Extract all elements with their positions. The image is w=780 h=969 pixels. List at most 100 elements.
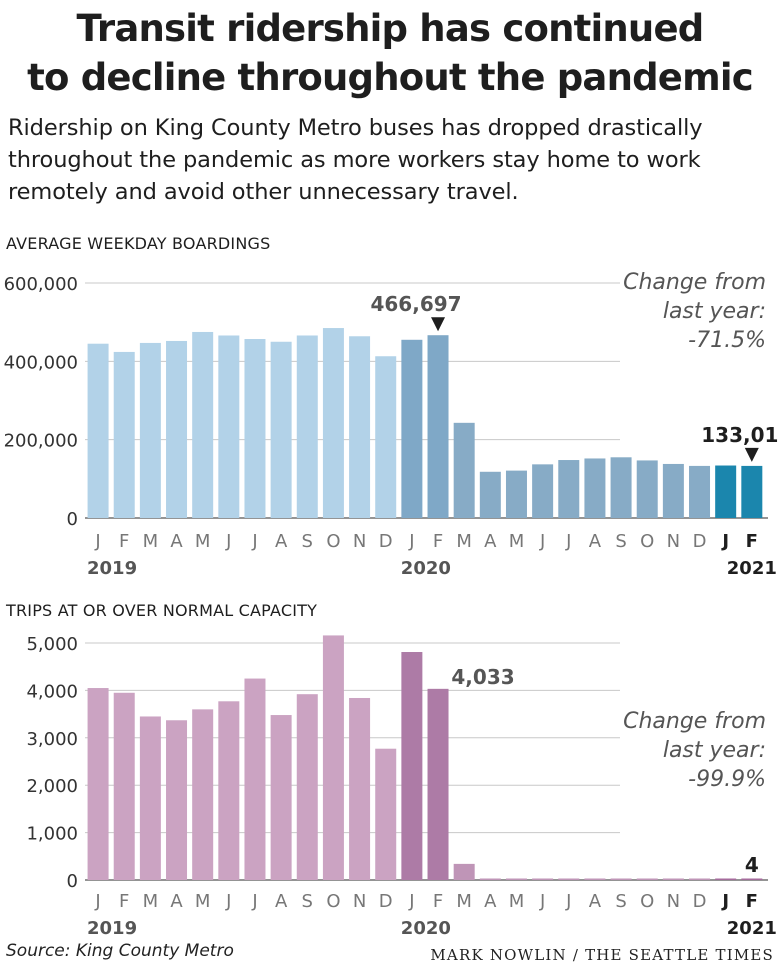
boardings-bar xyxy=(610,457,632,518)
capacity-x-tick-label: N xyxy=(667,891,680,912)
capacity-x-tick-label: S xyxy=(615,891,626,912)
capacity-section-title: TRIPS AT OR OVER NORMAL CAPACITY xyxy=(5,601,317,620)
capacity-bar xyxy=(479,878,501,880)
boardings-x-tick-label: M xyxy=(195,531,211,552)
capacity-bar xyxy=(322,635,344,880)
boardings-callout-label: 466,697 xyxy=(370,292,461,316)
boardings-bar xyxy=(192,331,214,518)
boardings-y-tick-label: 200,000 xyxy=(4,431,78,452)
capacity-x-tick-label: J xyxy=(225,891,231,912)
boardings-bar xyxy=(558,460,580,518)
capacity-x-tick-label: A xyxy=(589,891,602,912)
capacity-bar xyxy=(636,878,658,880)
capacity-bar xyxy=(505,878,527,880)
chart-title: Transit ridership has continued to decli… xyxy=(0,4,780,102)
boardings-bar xyxy=(584,458,606,518)
capacity-x-tick-label: M xyxy=(195,891,211,912)
boardings-bar xyxy=(87,343,109,518)
boardings-x-tick-label: J xyxy=(565,531,571,552)
capacity-x-tick-label: O xyxy=(640,891,654,912)
boardings-bar xyxy=(505,470,527,518)
capacity-year-label: 2021 xyxy=(727,918,777,939)
capacity-callout-label: 4 xyxy=(745,853,759,877)
boardings-bar xyxy=(636,460,658,518)
capacity-y-tick-label: 1,000 xyxy=(26,824,78,845)
boardings-change-note: last year: xyxy=(663,299,766,324)
capacity-change-note: -99.9% xyxy=(688,767,766,792)
capacity-x-tick-label: F xyxy=(119,891,129,912)
boardings-bar xyxy=(270,341,292,518)
source-note: Source: King County Metro xyxy=(6,941,234,961)
capacity-bar xyxy=(375,748,397,880)
capacity-bar xyxy=(139,716,161,880)
capacity-bar xyxy=(192,709,214,880)
capacity-bar xyxy=(218,701,240,880)
boardings-x-tick-label: J xyxy=(251,531,257,552)
capacity-bar xyxy=(113,692,135,880)
boardings-bar xyxy=(427,335,449,518)
boardings-x-tick-label: J xyxy=(408,531,414,552)
boardings-bar xyxy=(689,465,711,518)
boardings-bar xyxy=(401,339,423,518)
capacity-bar xyxy=(558,878,580,880)
boardings-x-tick-label: O xyxy=(640,531,654,552)
boardings-year-label: 2019 xyxy=(87,558,137,579)
capacity-x-tick-label: A xyxy=(275,891,288,912)
capacity-bar xyxy=(584,878,606,880)
capacity-x-tick-label: J xyxy=(94,891,100,912)
boardings-x-tick-label: F xyxy=(119,531,129,552)
chart-subtitle-line-2: throughout the pandemic as more workers … xyxy=(8,147,701,173)
boardings-x-tick-label: J xyxy=(225,531,231,552)
capacity-year-label: 2020 xyxy=(401,918,451,939)
boardings-x-tick-label: A xyxy=(275,531,288,552)
capacity-bar xyxy=(349,697,371,880)
capacity-bar xyxy=(662,878,684,880)
boardings-bar xyxy=(715,465,737,518)
capacity-bar xyxy=(532,878,554,880)
capacity-bar xyxy=(270,715,292,880)
chart-title-line-1: Transit ridership has continued xyxy=(76,7,705,50)
boardings-change-note: Change from xyxy=(623,270,766,295)
capacity-year-label: 2019 xyxy=(87,918,137,939)
boardings-bar xyxy=(479,471,501,518)
chart-title-line-2: to decline throughout the pandemic xyxy=(27,56,754,99)
capacity-y-tick-label: 4,000 xyxy=(26,681,78,702)
capacity-x-tick-label: F xyxy=(433,891,443,912)
capacity-change-note: Change from xyxy=(623,709,766,734)
boardings-x-tick-label: M xyxy=(456,531,472,552)
capacity-bar xyxy=(427,688,449,880)
boardings-bar xyxy=(139,342,161,518)
boardings-x-tick-label: N xyxy=(353,531,366,552)
capacity-bar xyxy=(715,878,737,880)
capacity-bar xyxy=(87,688,109,880)
boardings-bar xyxy=(244,339,266,518)
boardings-x-tick-label: S xyxy=(615,531,626,552)
capacity-x-tick-label: S xyxy=(302,891,313,912)
capacity-y-tick-label: 0 xyxy=(67,871,78,892)
capacity-change-note: last year: xyxy=(663,738,766,763)
boardings-bar xyxy=(113,351,135,518)
capacity-bar xyxy=(244,678,266,880)
boardings-x-tick-label: M xyxy=(509,531,525,552)
boardings-x-tick-label: A xyxy=(589,531,602,552)
capacity-y-tick-label: 5,000 xyxy=(26,634,78,655)
boardings-y-tick-label: 0 xyxy=(67,509,78,530)
capacity-y-tick-label: 2,000 xyxy=(26,776,78,797)
boardings-bar xyxy=(532,464,554,518)
boardings-x-tick-label: S xyxy=(302,531,313,552)
boardings-change-note: -71.5% xyxy=(688,328,766,353)
boardings-year-label: 2020 xyxy=(401,558,451,579)
chart-subtitle: Ridership on King County Metro buses has… xyxy=(8,112,776,208)
capacity-x-tick-label: J xyxy=(251,891,257,912)
boardings-x-tick-label: N xyxy=(667,531,680,552)
boardings-y-tick-label: 400,000 xyxy=(4,352,78,373)
capacity-x-tick-label: J xyxy=(565,891,571,912)
capacity-x-tick-label: M xyxy=(143,891,159,912)
boardings-x-tick-label: D xyxy=(693,531,707,552)
capacity-x-tick-label: J xyxy=(408,891,414,912)
boardings-x-tick-label: O xyxy=(326,531,340,552)
boardings-callout-arrow xyxy=(744,447,759,462)
boardings-bar xyxy=(322,328,344,518)
capacity-x-tick-label: D xyxy=(693,891,707,912)
boardings-x-tick-label: J xyxy=(539,531,545,552)
